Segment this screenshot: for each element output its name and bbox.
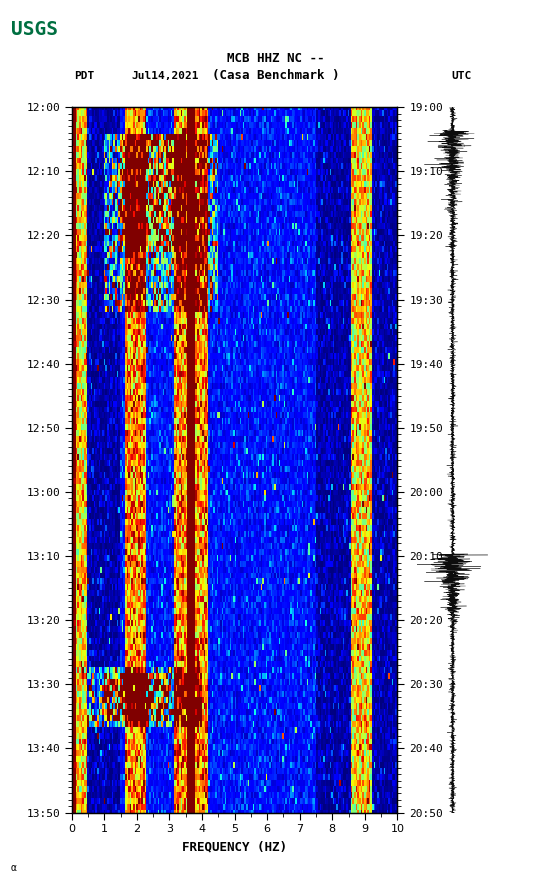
Text: (Casa Benchmark ): (Casa Benchmark ) (213, 70, 339, 82)
Text: PDT: PDT (75, 71, 95, 81)
Text: MCB HHZ NC --: MCB HHZ NC -- (227, 52, 325, 64)
Text: α: α (11, 864, 17, 873)
Text: USGS: USGS (11, 20, 58, 38)
Text: UTC: UTC (452, 71, 472, 81)
Text: Jul14,2021: Jul14,2021 (132, 71, 199, 81)
X-axis label: FREQUENCY (HZ): FREQUENCY (HZ) (182, 840, 287, 853)
